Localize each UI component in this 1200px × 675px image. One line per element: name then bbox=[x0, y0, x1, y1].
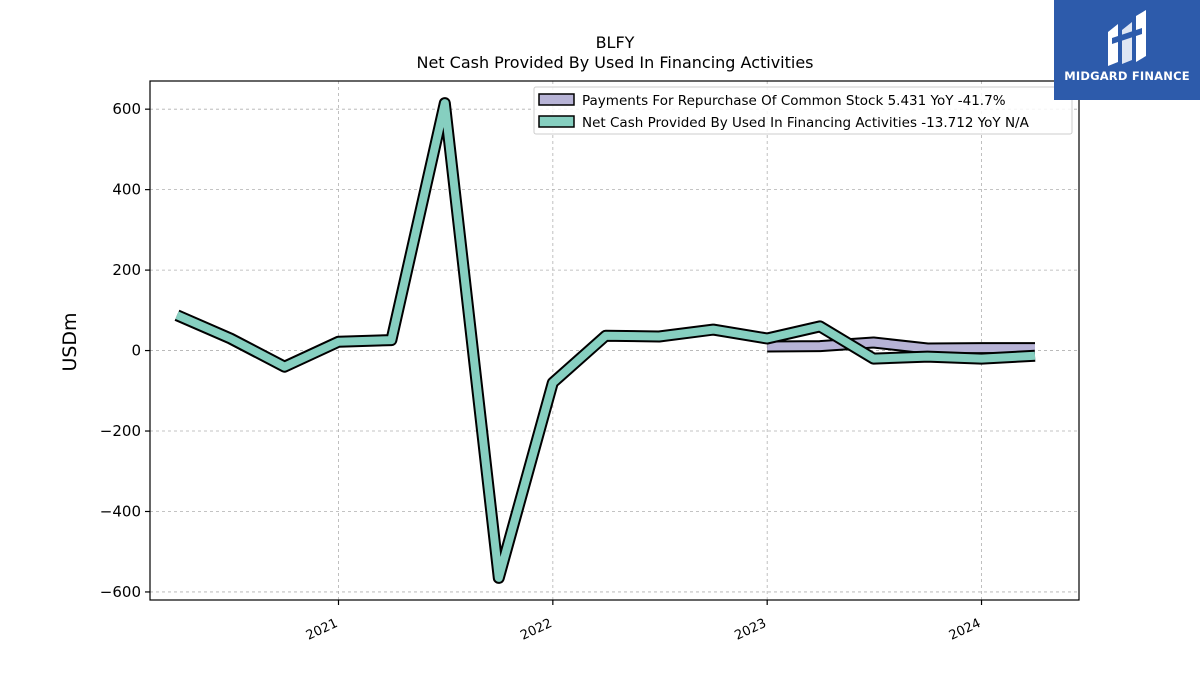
y-axis-label: USDm bbox=[59, 312, 81, 371]
series-line-repurchase bbox=[767, 338, 1035, 353]
legend-label-repurchase: Payments For Repurchase Of Common Stock … bbox=[582, 93, 1006, 109]
chart-title: BLFY bbox=[596, 33, 635, 52]
brand-name: MIDGARD FINANCE bbox=[1064, 69, 1190, 83]
chart-subtitle: Net Cash Provided By Used In Financing A… bbox=[416, 53, 813, 72]
legend: Payments For Repurchase Of Common Stock … bbox=[533, 86, 1073, 135]
brand-logo: MIDGARD FINANCE bbox=[1054, 0, 1200, 100]
legend-box bbox=[533, 86, 1073, 135]
y-axis: −600 −400 −200 0 200 400 600 bbox=[100, 100, 150, 601]
legend-swatch-net-cash bbox=[538, 115, 575, 128]
legend-label-net-cash: Net Cash Provided By Used In Financing A… bbox=[582, 115, 1030, 131]
y-tick-label: −400 bbox=[100, 502, 141, 520]
brand-logo-mark bbox=[1108, 10, 1146, 66]
y-tick-label: −600 bbox=[100, 583, 141, 601]
y-tick-label: 600 bbox=[112, 100, 141, 118]
y-tick-label: 0 bbox=[131, 342, 141, 360]
y-tick-label: 400 bbox=[112, 181, 141, 199]
series-layer bbox=[174, 97, 1036, 584]
y-tick-label: 200 bbox=[112, 261, 141, 279]
legend-swatch-repurchase bbox=[538, 93, 575, 106]
y-tick-label: −200 bbox=[100, 422, 141, 440]
plot-frame bbox=[149, 80, 1080, 601]
series-line-net-cash bbox=[175, 99, 1036, 582]
